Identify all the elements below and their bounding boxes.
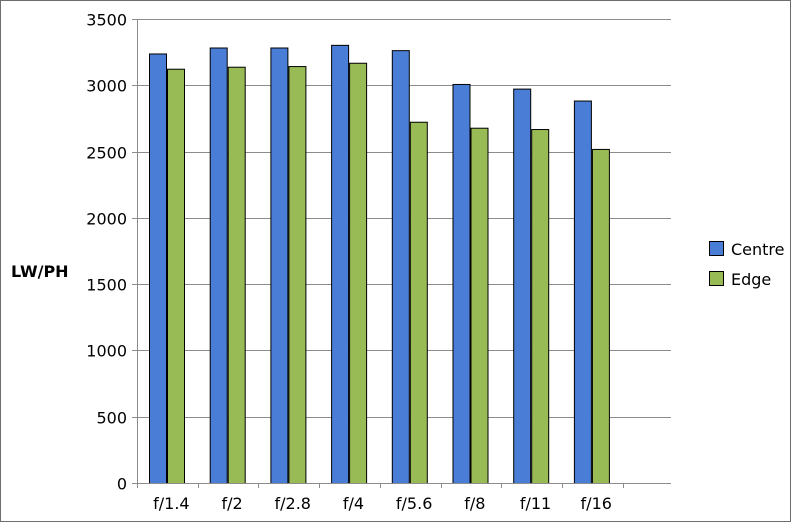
bar-edge-f16: [591, 148, 610, 484]
y-tick-labels: 0 500 1000 1500 2000 2500 3000 3500: [86, 11, 127, 494]
x-tick-label: f/11: [520, 494, 551, 513]
y-tick-label: 2000: [86, 210, 127, 229]
x-tick-label: f/4: [343, 494, 364, 513]
legend-swatch-centre: [709, 241, 724, 256]
bar-centre-f8: [452, 83, 471, 485]
legend: Centre Edge: [709, 240, 785, 289]
y-axis-title: LW/PH: [11, 262, 69, 281]
y-tick-label: 3000: [86, 77, 127, 96]
y-tick-label: 3500: [86, 11, 127, 30]
bar-edge-f2: [227, 66, 246, 485]
axes: [132, 19, 671, 488]
y-tick-label: 500: [96, 409, 127, 428]
y-tick-label: 1500: [86, 276, 127, 295]
legend-label-centre: Centre: [731, 240, 785, 259]
bar-edge-f8: [470, 127, 489, 485]
y-tick-label: 0: [117, 475, 127, 494]
bar-edge-f56: [409, 121, 428, 484]
legend-label-edge: Edge: [731, 270, 771, 289]
bar-centre-f14: [149, 53, 167, 485]
bar-edge-f14: [167, 68, 185, 484]
y-tick-label: 2500: [86, 144, 127, 163]
bar-edge-f4: [349, 62, 368, 485]
x-tick-label: f/1.4: [153, 494, 189, 513]
bar-centre-f56: [391, 50, 410, 484]
x-tick-label: f/16: [581, 494, 612, 513]
y-tick-label: 1000: [86, 342, 127, 361]
bar-centre-f2: [209, 47, 228, 484]
bar-centre-f16: [573, 100, 592, 484]
bar-edge-f11: [531, 129, 550, 485]
legend-swatch-edge: [709, 271, 724, 286]
bar-centre-f11: [513, 88, 532, 484]
bar-edge-f28: [288, 66, 307, 484]
x-tick-label: f/5.6: [396, 494, 432, 513]
x-tick-label: f/8: [464, 494, 485, 513]
bar-centre-f4: [331, 44, 350, 484]
x-tick-label: f/2: [221, 494, 242, 513]
x-tick-label: f/2.8: [275, 494, 311, 513]
bars: [149, 44, 610, 485]
x-tick-labels: f/1.4 f/2 f/2.8 f/4 f/5.6 f/8 f/11 f/16: [153, 494, 612, 513]
bar-centre-f28: [270, 47, 289, 484]
